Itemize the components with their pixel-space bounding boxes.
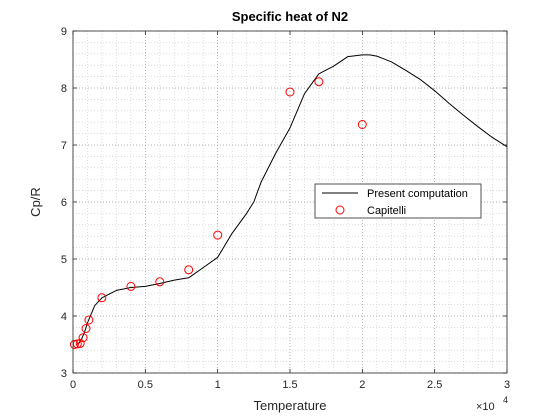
data-point-capitelli bbox=[155, 277, 165, 287]
y-tick-labels: 3 4 5 6 7 8 9 bbox=[61, 26, 67, 380]
legend-box bbox=[314, 183, 482, 219]
data-point-capitelli bbox=[84, 315, 94, 325]
y-tick-label: 3 bbox=[61, 368, 67, 380]
chart-title: Specific heat of N2 bbox=[232, 9, 348, 24]
legend: Present computation Capitelli bbox=[314, 183, 482, 219]
x-tick-label: 1 bbox=[215, 379, 221, 391]
x-tick-label: 3 bbox=[504, 379, 510, 391]
x-tick-label: 2.5 bbox=[427, 379, 442, 391]
data-point-capitelli bbox=[184, 265, 194, 275]
y-tick-label: 7 bbox=[61, 140, 67, 152]
y-tick-label: 8 bbox=[61, 83, 67, 95]
y-tick-label: 5 bbox=[61, 254, 67, 266]
series-layer bbox=[69, 54, 508, 349]
data-point-capitelli bbox=[213, 230, 223, 240]
x-exponent-power: 4 bbox=[503, 395, 508, 405]
data-point-capitelli bbox=[78, 333, 88, 343]
data-point-capitelli bbox=[81, 324, 91, 333]
y-tick-label: 6 bbox=[61, 197, 67, 209]
x-tick-label: 2 bbox=[359, 379, 365, 391]
legend-label-capitelli: Capitelli bbox=[367, 205, 406, 217]
y-tick-label: 9 bbox=[61, 26, 67, 38]
data-point-capitelli bbox=[97, 293, 107, 303]
legend-label-present-computation: Present computation bbox=[367, 188, 468, 200]
data-point-capitelli bbox=[285, 87, 295, 97]
legend-marker-swatch bbox=[335, 205, 345, 215]
series-line-present-computation bbox=[75, 54, 508, 345]
x-axis-label: Temperature bbox=[254, 398, 327, 413]
data-point-capitelli bbox=[126, 281, 136, 291]
data-point-capitelli bbox=[75, 338, 85, 348]
data-point-capitelli bbox=[357, 120, 367, 129]
y-tick-label: 4 bbox=[61, 311, 67, 323]
x-tick-label: 0.5 bbox=[138, 379, 153, 391]
tick-marks bbox=[72, 30, 508, 374]
x-tick-labels: 0 0.5 1 1.5 2 2.5 3 bbox=[70, 379, 510, 391]
x-tick-label: 0 bbox=[70, 379, 76, 391]
y-axis-label: Cp/R bbox=[28, 187, 43, 217]
x-exponent-label: ×10 4 bbox=[476, 395, 508, 413]
x-tick-label: 1.5 bbox=[282, 379, 297, 391]
x-exponent-base: ×10 bbox=[476, 401, 495, 413]
data-point-capitelli bbox=[314, 77, 324, 87]
